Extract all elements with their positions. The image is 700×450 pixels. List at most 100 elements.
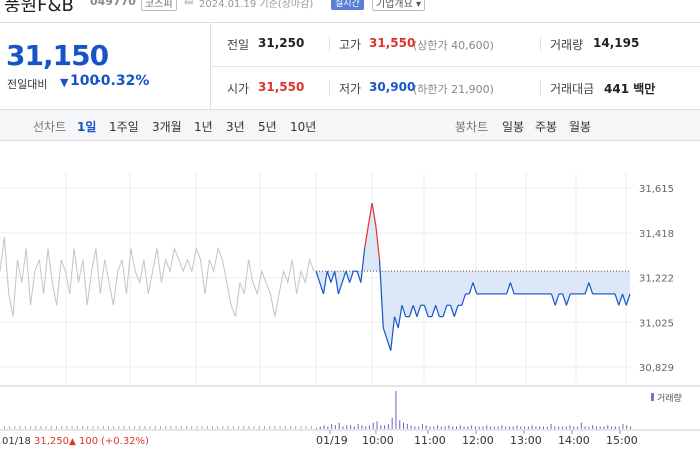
prev-volume-bar-3 xyxy=(19,426,21,429)
price-segment-16 xyxy=(371,202,377,226)
price-segment-67 xyxy=(562,293,568,306)
tab-period-10y[interactable]: 10년 xyxy=(290,120,317,134)
tab-period-3m[interactable]: 3개월 xyxy=(152,120,182,134)
volume-bar-3 xyxy=(327,426,329,429)
volume-bar-54 xyxy=(520,426,522,429)
y-tick-label-3: 31,025 xyxy=(639,318,674,329)
volume-bar-18 xyxy=(384,425,386,429)
volume-bar-74 xyxy=(595,426,597,429)
prev-volume-bar-46 xyxy=(243,426,245,429)
price-segment-37 xyxy=(450,305,455,317)
line-chart-label: 선차트 xyxy=(33,120,67,134)
tab-candle-daily[interactable]: 일봉 xyxy=(502,120,525,134)
prev-close-value: 31,250 xyxy=(258,36,305,50)
volume-bar-25 xyxy=(410,425,412,429)
x-tick-label-3: 12:00 xyxy=(462,434,494,447)
price-chart[interactable]: 31,615 31,418 31,222 31,025 30,829 거래량 01/19 10… xyxy=(0,140,700,450)
volume-bar-44 xyxy=(482,426,484,429)
prev-volume-bar-59 xyxy=(310,426,312,429)
prev-day-label: 01/18 xyxy=(2,436,31,447)
current-price: 31,150 xyxy=(6,39,109,72)
stock-header: 풍원F&B 049770 코스피 ▤ 2024.01.19 기준(장마감) 실시… xyxy=(0,0,700,12)
prev-volume-bar-41 xyxy=(217,426,219,429)
volume-bar-45 xyxy=(486,425,488,429)
price-segment-21 xyxy=(390,316,396,351)
price-segment-73 xyxy=(584,282,590,295)
price-segment-42 xyxy=(468,282,474,295)
volume-bar-16 xyxy=(376,421,378,429)
prev-volume-bar-13 xyxy=(71,426,73,429)
prev-volume-bar-23 xyxy=(123,426,125,429)
prev-day-line xyxy=(0,237,315,317)
tab-period-5y[interactable]: 5년 xyxy=(258,120,277,134)
volume-bar-30 xyxy=(429,426,431,429)
prev-volume-bar-18 xyxy=(97,426,99,429)
market-badge: 코스피 xyxy=(141,0,177,11)
volume-bar-65 xyxy=(561,426,563,429)
candle-chart-label: 봉차트 xyxy=(455,120,489,134)
price-segment-32 xyxy=(431,305,437,317)
volume-bar-48 xyxy=(497,426,499,429)
price-segment-64 xyxy=(550,293,556,306)
stats-row-1: 전일 31,250 고가 31,550 (상한가 40,600) 거래량 14,… xyxy=(211,23,700,65)
tab-period-3y[interactable]: 3년 xyxy=(226,120,245,134)
volume-bar-8 xyxy=(346,425,348,429)
volume-bar-42 xyxy=(474,426,476,429)
price-segment-28 xyxy=(416,305,422,317)
prev-close-label: 전일 xyxy=(227,38,250,52)
prev-volume-bar-4 xyxy=(24,426,26,429)
volume-bar-36 xyxy=(452,426,454,429)
prev-volume-bar-52 xyxy=(274,426,276,429)
prev-volume-bar-26 xyxy=(139,426,141,429)
prev-volume-bar-54 xyxy=(284,426,286,429)
x-tick-label-6: 15:00 xyxy=(606,434,638,447)
y-tick-label-4: 30,829 xyxy=(639,363,674,374)
volume-bar-76 xyxy=(603,426,605,429)
prev-volume-bar-5 xyxy=(30,426,31,429)
price-segment-82 xyxy=(618,293,624,306)
volume-bar-29 xyxy=(425,425,427,429)
price-segment-7 xyxy=(337,282,343,295)
volume-bar-22 xyxy=(399,420,401,429)
prev-volume-bar-24 xyxy=(128,426,130,429)
tab-period-1y[interactable]: 1년 xyxy=(194,120,213,134)
volume-bar-70 xyxy=(580,422,582,429)
volume-bar-58 xyxy=(535,426,537,429)
volume-bar-20 xyxy=(391,417,393,429)
tab-candle-monthly[interactable]: 월봉 xyxy=(569,120,592,134)
prev-volume-bar-48 xyxy=(253,426,255,429)
company-info-button[interactable]: 기업개요 ▾ xyxy=(372,0,425,11)
volume-bar-68 xyxy=(573,426,575,429)
volume-bar-82 xyxy=(626,425,628,429)
up-triangle-icon: ▲ xyxy=(69,437,76,447)
price-segment-2 xyxy=(319,282,325,295)
volume-legend-swatch xyxy=(651,393,654,401)
chart-tabs: 선차트 1일 1주일 3개월 1년 3년 5년 10년 봉차트 일봉 주봉 월봉 xyxy=(0,109,700,141)
upper-limit: (상한가 40,600) xyxy=(413,39,494,52)
volume-bar-38 xyxy=(459,425,461,429)
volume-value: 14,195 xyxy=(593,36,640,50)
volume-bar-4 xyxy=(331,423,333,429)
prev-volume-bar-12 xyxy=(66,426,68,429)
tab-period-1d[interactable]: 1일 xyxy=(77,120,97,134)
prev-volume-bar-55 xyxy=(290,426,291,429)
tab-period-1w[interactable]: 1주일 xyxy=(109,120,139,134)
change-percent: -0.32% xyxy=(95,73,150,89)
price-segment-1 xyxy=(315,270,321,283)
volume-bar-15 xyxy=(372,422,374,429)
prev-volume-bar-40 xyxy=(212,426,213,429)
volume-bar-5 xyxy=(334,425,336,429)
volume-bar-33 xyxy=(440,426,442,429)
price-segment-24 xyxy=(401,305,407,317)
price-segment-52 xyxy=(506,282,511,295)
realtime-button[interactable]: 실시간 xyxy=(331,0,364,10)
price-segment-65 xyxy=(554,293,560,306)
tab-candle-weekly[interactable]: 주봉 xyxy=(535,120,558,134)
volume-bar-2 xyxy=(323,425,325,429)
price-segment-14 xyxy=(364,225,369,249)
volume-bar-59 xyxy=(539,426,541,429)
prev-volume-bar-10 xyxy=(56,426,57,429)
prev-volume-bar-42 xyxy=(222,426,224,429)
prev-volume-bar-6 xyxy=(35,426,37,429)
volume-bar-43 xyxy=(478,426,480,429)
